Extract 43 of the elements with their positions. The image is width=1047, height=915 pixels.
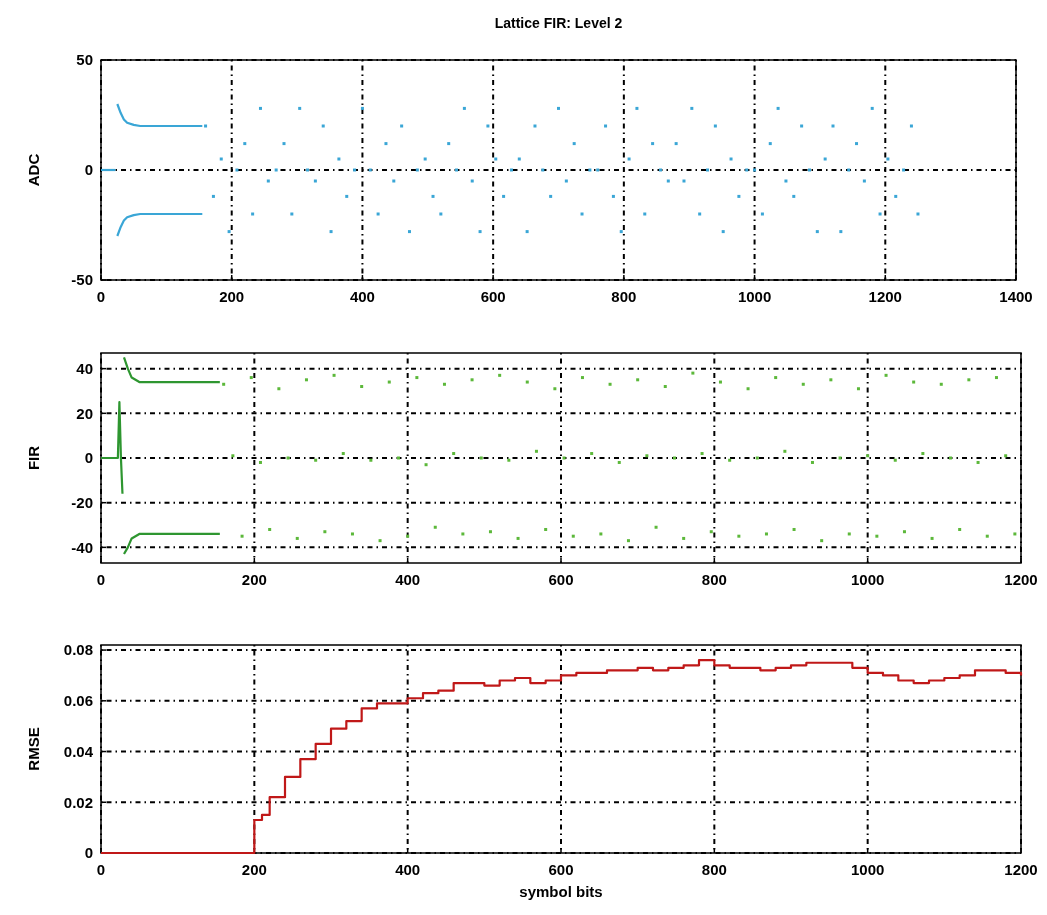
x-tick-label: 600 <box>480 288 506 305</box>
x-tick-label: 200 <box>241 571 267 588</box>
y-axis-title: FIR <box>25 445 42 471</box>
x-tick-label: 1400 <box>999 288 1033 305</box>
y-tick-label: 20 <box>76 404 93 422</box>
x-tick-label: 200 <box>241 861 267 878</box>
x-tick-label: 600 <box>548 571 574 588</box>
line-series <box>122 532 221 556</box>
y-tick-label: 0.06 <box>63 692 93 710</box>
x-tick-label: 1200 <box>1004 571 1038 588</box>
y-tick-label: 0.02 <box>63 793 93 811</box>
x-tick-label: 800 <box>611 288 637 305</box>
line-series <box>122 356 221 384</box>
x-tick-label: 1000 <box>737 288 772 305</box>
x-tick-label: 600 <box>548 861 574 878</box>
x-tick-label: 0 <box>96 571 106 588</box>
x-tick-label: 1200 <box>868 288 902 305</box>
x-tick-label: 1000 <box>850 571 885 588</box>
chart-title: Lattice FIR: Level 2 <box>494 15 623 31</box>
x-tick-label: 400 <box>395 571 421 588</box>
y-tick-label: 0.08 <box>63 641 93 659</box>
x-axis-title: symbol bits <box>519 883 603 900</box>
y-tick-label: -20 <box>71 493 93 511</box>
x-tick-label: 1000 <box>850 861 885 878</box>
x-tick-label: 200 <box>219 288 245 305</box>
y-axis-title: RMSE <box>25 727 42 771</box>
y-tick-label: 0.04 <box>63 742 94 760</box>
y-tick-label: 0 <box>84 449 93 467</box>
x-tick-label: 1200 <box>1004 861 1038 878</box>
y-axis-title: ADC <box>25 153 42 187</box>
x-tick-label: 0 <box>96 288 106 305</box>
y-tick-label: 40 <box>76 359 93 377</box>
line-series <box>116 212 204 238</box>
y-tick-label: -50 <box>71 271 93 289</box>
y-tick-label: 0 <box>84 844 93 862</box>
y-tick-label: 50 <box>76 51 93 69</box>
x-tick-label: 0 <box>96 861 106 878</box>
x-tick-label: 400 <box>395 861 421 878</box>
y-tick-label: 0 <box>84 161 93 179</box>
x-tick-label: 800 <box>701 571 727 588</box>
x-tick-label: 800 <box>701 861 727 878</box>
x-tick-label: 400 <box>349 288 375 305</box>
y-tick-label: -40 <box>71 538 93 556</box>
